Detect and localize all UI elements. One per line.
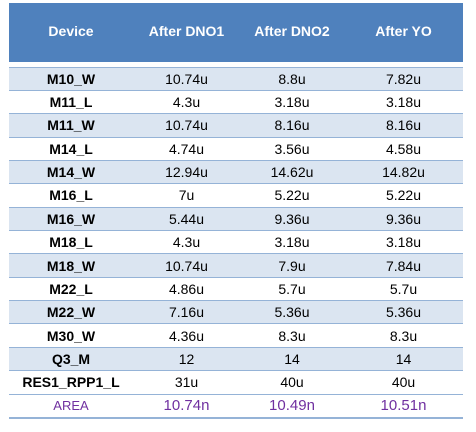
after-dno2-cell: 5.22u (240, 183, 344, 208)
after-yo-cell: 14.82u (344, 159, 463, 185)
after-yo-cell: 40u (344, 370, 463, 395)
after-dno1-cell: 4.86u (133, 276, 240, 302)
header-after-dno1: After DNO1 (133, 3, 240, 62)
table-row: Q3_M 12 14 14 (9, 346, 463, 372)
device-name-cell: M22_W (9, 300, 133, 325)
device-name-cell: M16_W (9, 206, 133, 232)
table-row: M22_W 7.16u 5.36u 5.36u (9, 300, 463, 325)
table-row: M11_W 10.74u 8.16u 8.16u (9, 113, 463, 138)
after-dno1-cell: 4.36u (133, 323, 240, 348)
device-name-cell: M16_L (9, 183, 133, 208)
device-name-cell: RES1_RPP1_L (9, 370, 133, 395)
after-yo-cell: 5.22u (344, 183, 463, 208)
after-yo-cell: 5.7u (344, 276, 463, 302)
table-row: M18_W 10.74u 7.9u 7.84u (9, 253, 463, 278)
device-name-cell: M11_W (9, 113, 133, 138)
after-dno2-cell: 3.56u (240, 136, 344, 161)
after-dno2-cell: 5.36u (240, 300, 344, 325)
after-dno1-cell: 10.74u (133, 253, 240, 278)
device-name-cell: M14_W (9, 159, 133, 185)
after-dno1-cell: 10.74u (133, 113, 240, 138)
device-sizing-table: Device After DNO1 After DNO2 After YO M1… (9, 3, 463, 419)
after-yo-cell: 5.36u (344, 300, 463, 325)
after-yo-cell: 7.82u (344, 66, 463, 91)
after-yo-cell: 3.18u (344, 89, 463, 115)
table-row: RES1_RPP1_L 31u 40u 40u (9, 370, 463, 395)
after-yo-cell: 8.3u (344, 323, 463, 348)
device-name-cell: M18_W (9, 253, 133, 278)
header-after-dno2: After DNO2 (240, 3, 344, 62)
after-dno2-cell: 40u (240, 370, 344, 395)
device-name-cell: M22_L (9, 276, 133, 302)
area-row: AREA 10.74n 10.49n 10.51n (9, 393, 463, 419)
after-dno1-cell: 7.16u (133, 300, 240, 325)
table-row: M10_W 10.74u 8.8u 7.82u (9, 66, 463, 91)
area-label-cell: AREA (9, 393, 133, 419)
after-dno1-cell: 10.74u (133, 66, 240, 91)
device-name-cell: M10_W (9, 66, 133, 91)
after-dno2-cell: 14 (240, 346, 344, 372)
after-yo-cell: 7.84u (344, 253, 463, 278)
after-yo-cell: 4.58u (344, 136, 463, 161)
after-dno1-cell: 31u (133, 370, 240, 395)
area-after-dno1-cell: 10.74n (133, 393, 240, 419)
after-dno1-cell: 4.3u (133, 230, 240, 255)
after-dno2-cell: 8.8u (240, 66, 344, 91)
device-name-cell: M18_L (9, 230, 133, 255)
after-dno1-cell: 4.3u (133, 89, 240, 115)
after-dno2-cell: 3.18u (240, 89, 344, 115)
table-row: M11_L 4.3u 3.18u 3.18u (9, 89, 463, 115)
after-dno1-cell: 4.74u (133, 136, 240, 161)
after-dno2-cell: 8.3u (240, 323, 344, 348)
after-dno2-cell: 7.9u (240, 253, 344, 278)
after-yo-cell: 9.36u (344, 206, 463, 232)
after-dno2-cell: 8.16u (240, 113, 344, 138)
device-name-cell: M14_L (9, 136, 133, 161)
device-name-cell: M30_W (9, 323, 133, 348)
after-dno2-cell: 9.36u (240, 206, 344, 232)
table-row: M16_W 5.44u 9.36u 9.36u (9, 206, 463, 232)
after-dno2-cell: 14.62u (240, 159, 344, 185)
table-header-row: Device After DNO1 After DNO2 After YO (9, 3, 463, 62)
table-row: M16_L 7u 5.22u 5.22u (9, 183, 463, 208)
device-sizing-table-container: Device After DNO1 After DNO2 After YO M1… (9, 3, 463, 419)
after-dno1-cell: 12.94u (133, 159, 240, 185)
after-dno1-cell: 7u (133, 183, 240, 208)
area-after-yo-cell: 10.51n (344, 393, 463, 419)
after-dno2-cell: 5.7u (240, 276, 344, 302)
header-after-yo: After YO (344, 3, 463, 62)
table-row: M14_L 4.74u 3.56u 4.58u (9, 136, 463, 161)
table-row: M30_W 4.36u 8.3u 8.3u (9, 323, 463, 348)
after-dno2-cell: 3.18u (240, 230, 344, 255)
table-row: M14_W 12.94u 14.62u 14.82u (9, 159, 463, 185)
device-name-cell: M11_L (9, 89, 133, 115)
after-yo-cell: 14 (344, 346, 463, 372)
after-dno1-cell: 5.44u (133, 206, 240, 232)
table-row: M22_L 4.86u 5.7u 5.7u (9, 276, 463, 302)
after-yo-cell: 3.18u (344, 230, 463, 255)
after-dno1-cell: 12 (133, 346, 240, 372)
after-yo-cell: 8.16u (344, 113, 463, 138)
area-after-dno2-cell: 10.49n (240, 393, 344, 419)
header-device: Device (9, 3, 133, 62)
table-row: M18_L 4.3u 3.18u 3.18u (9, 230, 463, 255)
device-name-cell: Q3_M (9, 346, 133, 372)
